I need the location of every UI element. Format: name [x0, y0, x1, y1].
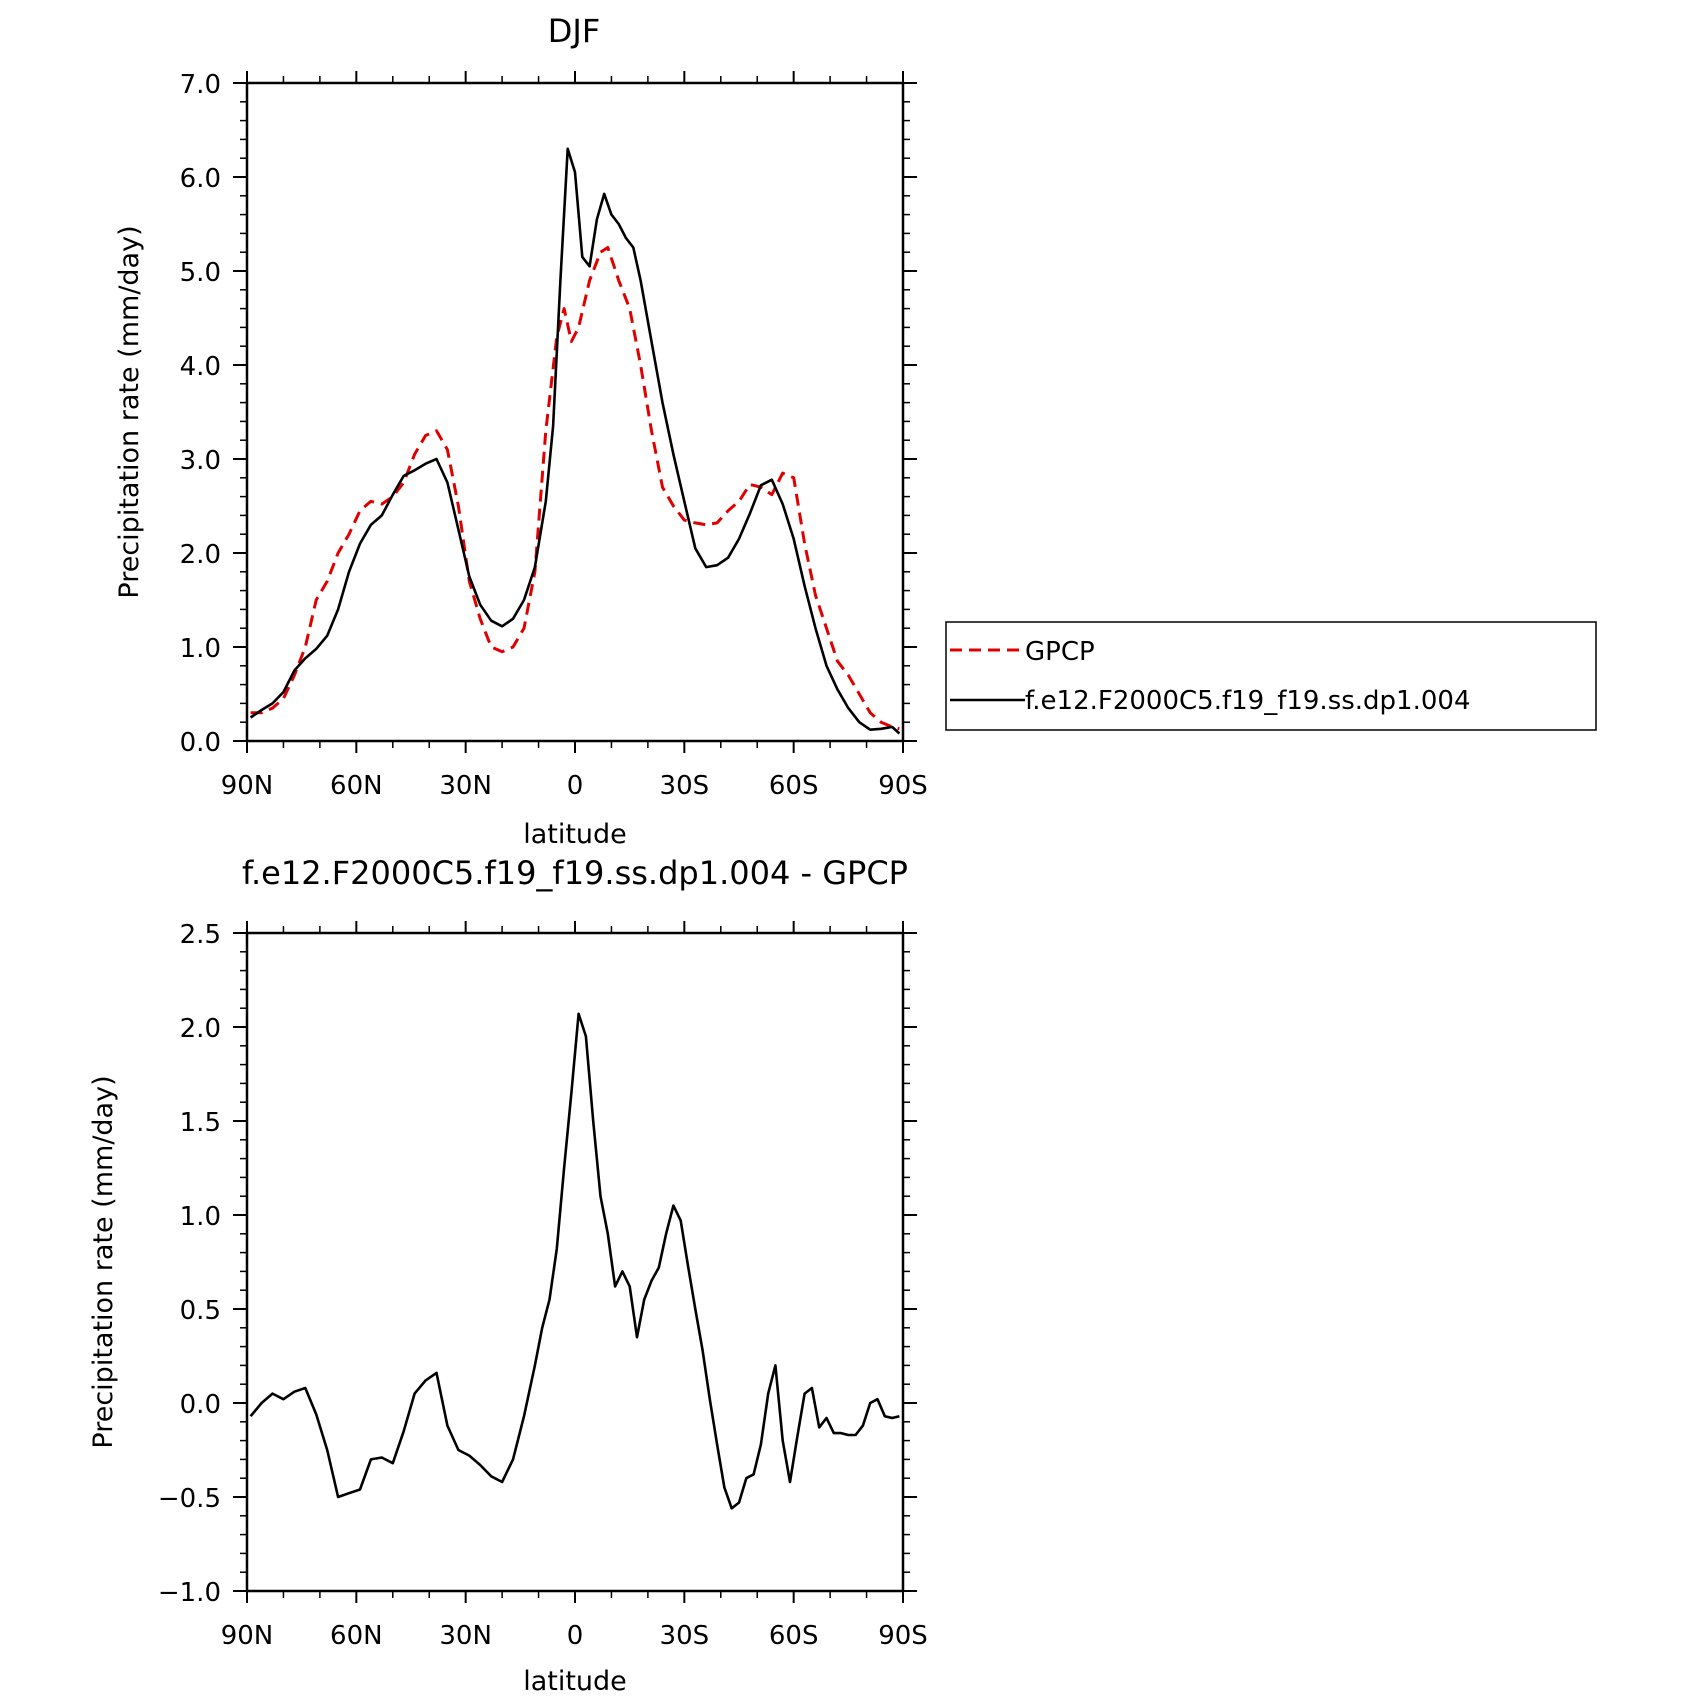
x-tick-label: 30S	[660, 771, 710, 801]
x-tick-label: 0	[567, 1621, 584, 1651]
tick-marks	[233, 921, 917, 1603]
x-tick-label: 90S	[878, 771, 928, 801]
legend-box	[945, 621, 1597, 731]
y-tick-label: −0.5	[158, 1484, 221, 1514]
x-tick-label: 30N	[439, 1621, 492, 1651]
x-tick-label: 90N	[221, 1621, 274, 1651]
series-lines	[249, 147, 901, 735]
y-tick-label: 0.0	[180, 1390, 221, 1420]
y-tick-labels: 0.0 1.0 2.0 3.0 4.0 5.0 6.0 7.0	[180, 70, 221, 758]
series-line-model-0	[249, 1012, 900, 1510]
legend-label-gpcp: GPCP	[1025, 637, 1095, 667]
y-tick-label: −1.0	[158, 1578, 221, 1608]
x-tick-label: 0	[567, 771, 584, 801]
y-tick-label: 0.5	[180, 1296, 221, 1326]
y-tick-label: 6.0	[180, 164, 221, 194]
y-tick-label: 1.0	[180, 634, 221, 664]
x-axis-label: latitude	[523, 819, 627, 850]
y-tick-label: 5.0	[180, 258, 221, 288]
legend-label-model: f.e12.F2000C5.f19_f19.ss.dp1.004	[1025, 686, 1471, 716]
x-axis-label: latitude	[523, 1666, 627, 1697]
x-tick-label: 90N	[221, 771, 274, 801]
difference-panel: f.e12.F2000C5.f19_f19.ss.dp1.004 - GPCP …	[88, 854, 928, 1697]
y-tick-label: 1.0	[180, 1202, 221, 1232]
plot-frame	[245, 931, 905, 1593]
x-tick-label: 60N	[330, 1621, 383, 1651]
plot-frame	[245, 81, 905, 743]
y-axis-label: Precipitation rate (mm/day)	[114, 225, 145, 598]
x-tick-label: 60S	[769, 771, 819, 801]
x-tick-label: 60N	[330, 771, 383, 801]
panel-title: DJF	[548, 12, 600, 50]
x-tick-label: 90S	[878, 1621, 928, 1651]
y-tick-label: 7.0	[180, 70, 221, 100]
y-tick-label: 3.0	[180, 446, 221, 476]
x-tick-label: 60S	[769, 1621, 819, 1651]
series-lines	[249, 1012, 900, 1510]
series-line-gpcp-0	[250, 246, 900, 731]
y-axis-label: Precipitation rate (mm/day)	[88, 1075, 119, 1448]
x-tick-labels: 90N 60N 30N 0 30S 60S 90S	[221, 1621, 928, 1651]
panel-title: f.e12.F2000C5.f19_f19.ss.dp1.004 - GPCP	[242, 854, 908, 892]
x-tick-label: 30S	[660, 1621, 710, 1651]
y-tick-label: 2.0	[180, 540, 221, 570]
y-tick-labels: −1.0 −0.5 0.0 0.5 1.0 1.5 2.0 2.5	[158, 920, 221, 1608]
x-tick-labels: 90N 60N 30N 0 30S 60S 90S	[221, 771, 928, 801]
y-tick-label: 4.0	[180, 352, 221, 382]
series-line-model-1	[249, 147, 901, 735]
djf-panel: DJF 0.0 1.0 2.0 3.0 4.0 5.0 6.0 7.0 90N 60N 30N 0 3…	[114, 12, 928, 850]
y-tick-label: 1.5	[180, 1108, 221, 1138]
y-tick-label: 2.5	[180, 920, 221, 950]
y-tick-label: 2.0	[180, 1014, 221, 1044]
y-tick-label: 0.0	[180, 728, 221, 758]
x-tick-label: 30N	[439, 771, 492, 801]
legend: GPCP f.e12.F2000C5.f19_f19.ss.dp1.004	[945, 621, 1597, 731]
